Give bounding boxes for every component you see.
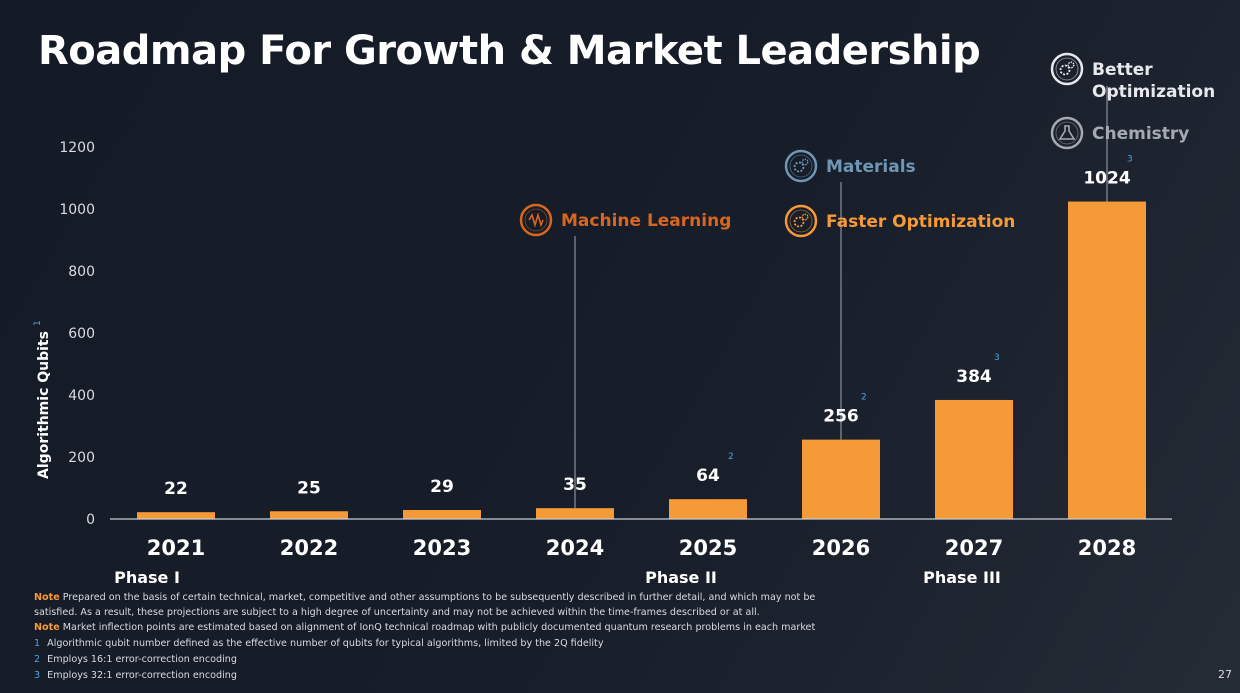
phase-label: Phase II bbox=[645, 568, 717, 587]
phase-label: Phase I bbox=[114, 568, 180, 587]
bar-value-label: 25 bbox=[297, 478, 321, 498]
bar-value-label: 22 bbox=[164, 479, 188, 499]
bar-value-label: 64 bbox=[696, 466, 720, 486]
annotation-label: Machine Learning bbox=[561, 211, 731, 231]
y-tick-label: 400 bbox=[68, 388, 95, 404]
bar-value-label: 1024 bbox=[1083, 169, 1130, 189]
x-category-label: 2022 bbox=[280, 536, 338, 560]
footnote-3: 3 Employs 32:1 error-correction encoding bbox=[34, 668, 854, 683]
y-tick-label: 800 bbox=[68, 264, 95, 280]
note-label: Note bbox=[34, 622, 60, 633]
y-axis-label: Algorithmic Qubits bbox=[36, 331, 52, 479]
x-category-label: 2021 bbox=[147, 536, 205, 560]
note-1: Note Prepared on the basis of certain te… bbox=[34, 590, 854, 620]
neural-chip-icon bbox=[519, 203, 553, 237]
note-1-text: Prepared on the basis of certain technic… bbox=[34, 592, 816, 618]
gear-clock-icon bbox=[784, 204, 818, 238]
bar bbox=[669, 499, 747, 519]
note-2: Note Market inflection points are estima… bbox=[34, 620, 854, 635]
bar bbox=[403, 510, 481, 519]
phase-label: Phase III bbox=[923, 568, 1001, 587]
flask-icon bbox=[1050, 116, 1084, 150]
bar-value-label: 256 bbox=[823, 407, 859, 427]
bar-value-label: 29 bbox=[430, 477, 454, 497]
bar bbox=[802, 439, 880, 519]
bar-value-footnote: 2 bbox=[861, 393, 867, 403]
note-label: Note bbox=[34, 592, 60, 603]
x-category-label: 2026 bbox=[812, 536, 870, 560]
footnote-2: 2 Employs 16:1 error-correction encoding bbox=[34, 652, 854, 667]
x-category-label: 2028 bbox=[1078, 536, 1136, 560]
annotation-label: Materials bbox=[826, 157, 916, 177]
footnote-number: 1 bbox=[34, 638, 41, 649]
gears-icon bbox=[784, 149, 818, 183]
page-number: 27 bbox=[1218, 668, 1232, 681]
y-tick-label: 600 bbox=[68, 326, 95, 342]
bar bbox=[137, 512, 215, 519]
bar bbox=[935, 399, 1013, 519]
notes-section: Note Prepared on the basis of certain te… bbox=[34, 590, 854, 683]
footnote-1: 1 Algorithmic qubit number defined as th… bbox=[34, 636, 854, 651]
y-axis-label-footnote: 1 bbox=[33, 320, 43, 326]
annotation-label: Better Optimization bbox=[1092, 60, 1215, 102]
bar-value-footnote: 2 bbox=[728, 452, 734, 462]
y-tick-label: 0 bbox=[86, 512, 95, 528]
x-category-label: 2024 bbox=[546, 536, 604, 560]
annotation-label: Chemistry bbox=[1092, 124, 1189, 144]
x-category-label: 2025 bbox=[679, 536, 737, 560]
bar-value-footnote: 3 bbox=[994, 353, 1000, 363]
y-tick-label: 1000 bbox=[59, 202, 95, 218]
gear-sparkle-icon bbox=[1050, 52, 1084, 86]
qubit-roadmap-chart: 0 200 400 600 800 1000 1200 Algorithmic Qubits 1… bbox=[33, 52, 1216, 587]
bar-value-footnote: 3 bbox=[1127, 155, 1133, 165]
y-tick-label: 200 bbox=[68, 450, 95, 466]
footnote-number: 3 bbox=[34, 670, 41, 681]
note-2-text: Market inflection points are estimated b… bbox=[62, 622, 816, 633]
annotation-label: Faster Optimization bbox=[826, 212, 1015, 232]
bar-value-label: 35 bbox=[563, 475, 587, 495]
x-category-label: 2023 bbox=[413, 536, 471, 560]
bar bbox=[536, 508, 614, 519]
x-category-label: 2027 bbox=[945, 536, 1003, 560]
page-title: Roadmap For Growth & Market Leadership bbox=[38, 28, 981, 74]
y-tick-label: 1200 bbox=[59, 140, 95, 156]
footnote-text: Employs 32:1 error-correction encoding bbox=[47, 670, 237, 681]
footnote-text: Employs 16:1 error-correction encoding bbox=[47, 654, 237, 665]
bar bbox=[270, 511, 348, 519]
footnote-number: 2 bbox=[34, 654, 41, 665]
bar-value-label: 384 bbox=[956, 367, 992, 387]
footnote-text: Algorithmic qubit number defined as the … bbox=[47, 638, 604, 649]
bar bbox=[1068, 201, 1146, 519]
